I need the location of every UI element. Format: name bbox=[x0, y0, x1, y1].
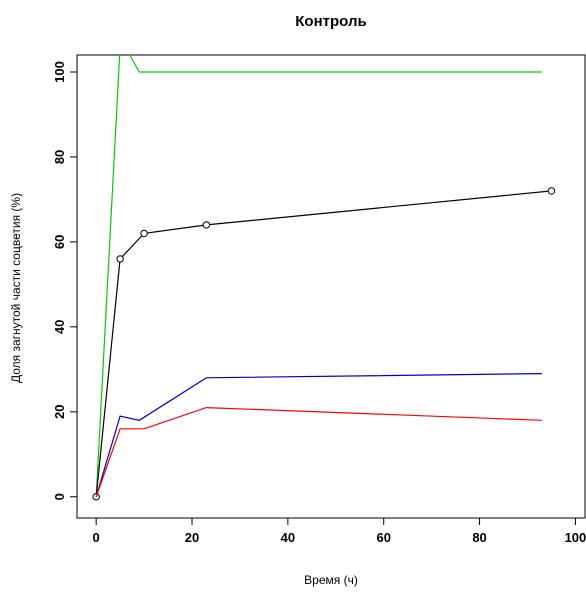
x-tick-label: 80 bbox=[472, 530, 486, 545]
y-tick-label: 40 bbox=[52, 320, 67, 334]
series-line-0 bbox=[95, 55, 542, 497]
series-line-3 bbox=[95, 406, 542, 497]
series-layer bbox=[92, 55, 556, 501]
series-line-2 bbox=[95, 373, 542, 497]
data-point bbox=[202, 221, 211, 229]
data-point bbox=[547, 187, 556, 195]
plot-frame bbox=[76, 54, 586, 519]
y-tick-label: 80 bbox=[52, 150, 67, 164]
y-tick-label: 60 bbox=[52, 235, 67, 249]
series-line-1 bbox=[95, 190, 552, 497]
data-point bbox=[140, 229, 148, 238]
y-tick-label: 100 bbox=[52, 61, 67, 83]
x-tick-label: 20 bbox=[185, 530, 199, 545]
x-axis-label: Время (ч) bbox=[304, 573, 358, 587]
axes: 0 20 40 60 80 100 0 20 40 60 80 100 bbox=[52, 61, 586, 545]
y-tick-label: 0 bbox=[52, 493, 67, 500]
data-point bbox=[116, 255, 124, 263]
x-tick-label: 60 bbox=[376, 530, 390, 545]
chart-title: Контроль bbox=[295, 13, 366, 30]
y-tick-label: 20 bbox=[52, 405, 67, 419]
x-tick-label: 100 bbox=[565, 530, 586, 545]
y-axis-label: Доля загнутой части соцветия (%) bbox=[9, 193, 23, 383]
x-tick-label: 40 bbox=[281, 530, 295, 545]
x-tick-label: 0 bbox=[93, 530, 100, 545]
